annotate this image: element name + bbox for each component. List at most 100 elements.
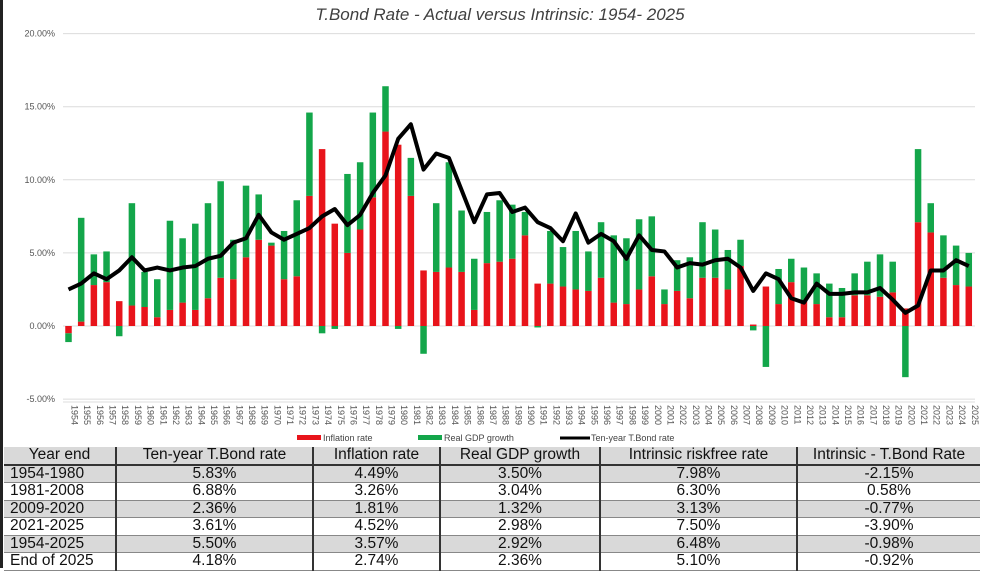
x-tick-label: 1967 <box>234 405 244 425</box>
x-tick-label: 2002 <box>678 405 688 425</box>
legend-swatch-inflation <box>297 435 321 440</box>
x-tick-label: 1963 <box>184 405 194 425</box>
gdp-bar <box>268 243 275 246</box>
x-tick-label: 1995 <box>589 405 599 425</box>
inflation-bar <box>293 276 300 326</box>
x-tick-label: 2019 <box>894 405 904 425</box>
legend-swatch-gdp <box>418 435 442 440</box>
inflation-bar <box>813 304 820 326</box>
y-tick-label: 20.00% <box>24 29 55 39</box>
gdp-bar <box>763 326 770 367</box>
x-tick-label: 1981 <box>412 405 422 425</box>
gdp-bar <box>408 158 415 196</box>
legend-label: Inflation rate <box>323 433 373 443</box>
gdp-bar <box>433 203 440 272</box>
inflation-bar <box>217 278 224 326</box>
cell-intrinsic-minus-tbond: -2.15% <box>797 465 980 483</box>
x-tick-label: 1961 <box>158 405 168 425</box>
cell-intrinsic-minus-tbond: -0.92% <box>797 553 980 571</box>
inflation-bar <box>674 291 681 326</box>
gdp-bar <box>306 113 313 196</box>
inflation-bar <box>255 240 262 326</box>
gdp-bar <box>699 222 706 278</box>
gdp-bar <box>661 289 668 304</box>
gdp-bar <box>547 231 554 284</box>
cell-tbond-rate: 5.83% <box>116 465 313 483</box>
cell-inflation-rate: 3.26% <box>313 483 440 501</box>
cell-intrinsic-minus-tbond: -3.90% <box>797 518 980 536</box>
x-tick-label: 1986 <box>475 405 485 425</box>
gdp-bar <box>141 272 148 307</box>
x-tick-label: 1993 <box>564 405 574 425</box>
x-tick-label: 1960 <box>146 405 156 425</box>
x-tick-label: 1996 <box>602 405 612 425</box>
cell-intrinsic-riskfree-rate: 7.98% <box>600 465 797 483</box>
inflation-bar <box>953 285 960 326</box>
x-tick-label: 1978 <box>374 405 384 425</box>
cell-intrinsic-minus-tbond: -0.98% <box>797 535 980 553</box>
x-tick-label: 2004 <box>704 405 714 425</box>
cell-inflation-rate: 1.81% <box>313 500 440 518</box>
y-tick-label: -5.00% <box>26 394 55 404</box>
inflation-bar <box>522 235 529 326</box>
y-tick-label: 5.00% <box>29 248 55 258</box>
gdp-bar <box>902 326 909 377</box>
header-intrinsic-riskfree-rate: Intrinsic riskfree rate <box>600 447 797 465</box>
x-tick-label: 1969 <box>260 405 270 425</box>
gdp-bar <box>737 240 744 266</box>
x-tick-label: 2001 <box>665 405 675 425</box>
x-tick-label: 1966 <box>222 405 232 425</box>
x-tick-label: 2018 <box>881 405 891 425</box>
gdp-bar <box>966 253 973 287</box>
x-tick-label: 2012 <box>805 405 815 425</box>
inflation-bar <box>496 262 503 326</box>
inflation-bar <box>915 222 922 326</box>
header-intrinsic-minus-tbond: Intrinsic - T.Bond Rate <box>797 447 980 465</box>
cell-year-end: End of 2025 <box>4 553 116 571</box>
x-tick-label: 1992 <box>551 405 561 425</box>
inflation-bar <box>116 301 123 326</box>
inflation-bar <box>864 295 871 326</box>
x-tick-label: 1965 <box>209 405 219 425</box>
gdp-bar <box>750 326 757 330</box>
x-tick-label: 1998 <box>627 405 637 425</box>
inflation-bar <box>306 196 313 326</box>
x-tick-label: 1973 <box>310 405 320 425</box>
inflation-bar <box>750 325 757 326</box>
gdp-bar <box>522 212 529 235</box>
gdp-bar <box>788 259 795 282</box>
cell-real-gdp-growth: 3.50% <box>440 465 600 483</box>
x-tick-label: 2017 <box>868 405 878 425</box>
inflation-bar <box>141 307 148 326</box>
inflation-bar <box>370 197 377 326</box>
x-tick-label: 1980 <box>399 405 409 425</box>
inflation-bar <box>661 304 668 326</box>
summary-table: Year end Ten-year T.Bond rate Inflation … <box>4 447 980 571</box>
inflation-bar <box>623 304 630 326</box>
x-tick-label: 2024 <box>957 405 967 425</box>
gdp-bar <box>484 212 491 263</box>
x-tick-label: 2011 <box>792 405 802 424</box>
inflation-bar <box>725 289 732 326</box>
y-tick-label: 10.00% <box>24 175 55 185</box>
inflation-bar <box>357 230 364 326</box>
x-tick-label: 1985 <box>463 405 473 425</box>
x-tick-label: 1997 <box>615 405 625 425</box>
inflation-bar <box>179 303 186 326</box>
gdp-bar <box>471 259 478 310</box>
inflation-bar <box>649 276 656 326</box>
cell-real-gdp-growth: 2.98% <box>440 518 600 536</box>
x-tick-label: 1983 <box>437 405 447 425</box>
x-tick-label: 1974 <box>323 405 333 425</box>
x-tick-label: 2020 <box>906 405 916 425</box>
x-tick-label: 1984 <box>450 405 460 425</box>
inflation-bar <box>420 270 427 326</box>
inflation-bar <box>243 257 250 326</box>
gdp-bar <box>167 221 174 310</box>
x-tick-label: 2013 <box>818 405 828 425</box>
